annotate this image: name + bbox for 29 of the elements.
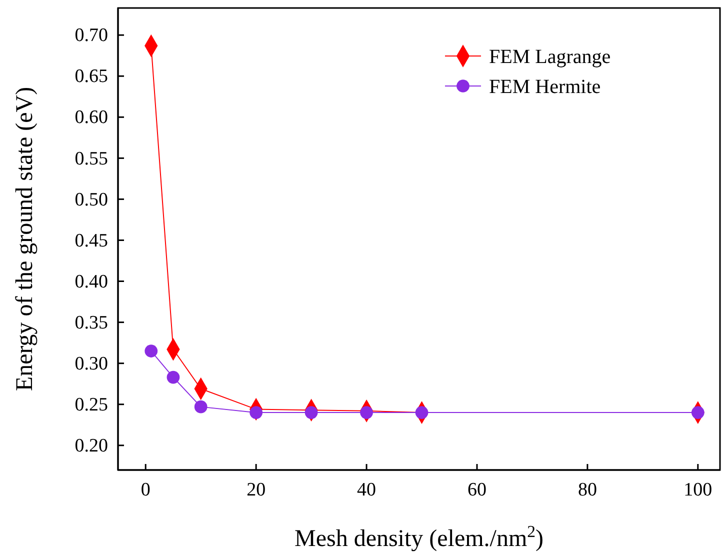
legend-label: FEM Lagrange (489, 46, 611, 68)
point (304, 406, 318, 419)
y-tick-label: 0.55 (74, 148, 108, 170)
y-tick-label: 0.35 (74, 312, 108, 334)
point (415, 406, 428, 419)
x-tick-label: 20 (246, 479, 266, 500)
y-tick-label: 0.30 (74, 353, 108, 374)
x-axis-title: Mesh density (elem./nm$^{2}$) (294, 522, 544, 552)
point (194, 400, 208, 414)
point (250, 406, 263, 419)
y-tick-label: 0.50 (74, 189, 108, 210)
y-tick-label: 0.45 (74, 230, 108, 252)
y-tick-label: 0.20 (74, 435, 108, 456)
x-tick-label: 60 (467, 479, 486, 500)
y-tick-label: 0.65 (74, 66, 108, 88)
x-tick-label: 0 (140, 479, 150, 500)
x-tick-label: 100 (684, 479, 712, 500)
point (144, 344, 158, 358)
y-tick-label: 0.25 (74, 394, 108, 416)
legend-label: FEM Hermite (489, 76, 601, 98)
point (691, 406, 704, 419)
y-tick-label: 0.40 (74, 271, 108, 292)
y-axis-title: Energy of the ground state (eV) (12, 86, 38, 392)
y-tick-label: 0.70 (74, 25, 108, 46)
point (166, 370, 180, 384)
point (360, 406, 373, 419)
y-tick-label: 0.60 (74, 107, 108, 128)
x-tick-label: 80 (578, 479, 597, 500)
x-tick-label: 40 (357, 479, 376, 500)
